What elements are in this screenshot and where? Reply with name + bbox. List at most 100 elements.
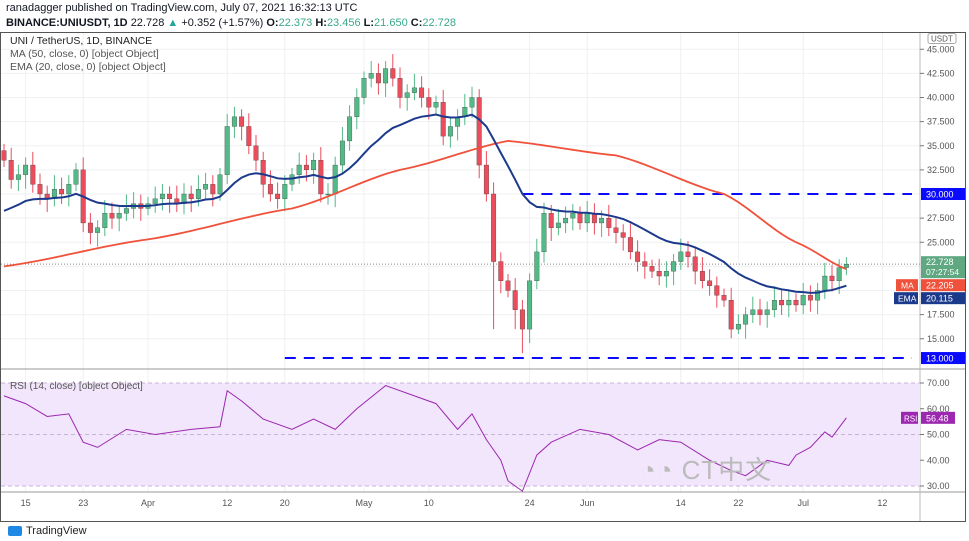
candle-body: [15, 174, 21, 180]
price-tick-label: 37.500: [927, 117, 955, 127]
candle-body: [735, 324, 741, 330]
candle-body: [167, 193, 173, 199]
candle-body: [498, 261, 504, 281]
level-badge: [921, 352, 965, 365]
ema-badge: [894, 292, 918, 305]
rsi-band: [1, 383, 920, 486]
rsi-tick-label: 60.00: [927, 404, 950, 414]
ema-badge-name: EMA: [898, 294, 917, 304]
candle-body: [771, 299, 777, 310]
candle-body: [606, 217, 612, 228]
candle-body: [469, 97, 475, 108]
x-tick-label: 23: [78, 498, 88, 508]
ma50-line: [3, 140, 847, 271]
candle-body: [613, 227, 619, 233]
change: +0.352 (+1.57%): [181, 17, 264, 29]
candle-body: [404, 92, 410, 98]
candle-body: [663, 271, 669, 277]
close-value: 22.728: [422, 17, 457, 29]
high-value: 23.456: [326, 17, 361, 29]
candle-body: [563, 217, 569, 224]
last-price-badge: [921, 256, 965, 279]
low-label: L:: [363, 17, 375, 29]
candle-body: [30, 164, 36, 185]
candle-body: [541, 213, 547, 253]
tradingview-logo-icon: [8, 526, 22, 536]
price-tick-label: 15.000: [927, 334, 955, 344]
candle-body: [347, 116, 353, 142]
last-price: 22.728: [130, 17, 165, 29]
candle-body: [95, 227, 101, 233]
open-label: O:: [266, 17, 279, 29]
open-value: 22.373: [278, 17, 313, 29]
ema-value-label: 20.115: [926, 294, 953, 304]
candle-body: [109, 213, 115, 219]
candle-body: [707, 280, 713, 286]
candle-body: [829, 275, 835, 281]
x-tick-label: 14: [676, 498, 686, 508]
candle-body: [815, 290, 821, 301]
candle-body: [8, 160, 14, 180]
x-tick-label: Jul: [797, 498, 809, 508]
candle-body: [757, 309, 763, 315]
candle-body: [37, 184, 43, 195]
candle-body: [642, 261, 648, 267]
candle-body: [440, 102, 446, 137]
candle-body: [822, 275, 828, 291]
price-tick-label: 25.000: [927, 237, 955, 247]
ma-value-label: 22.205: [926, 281, 954, 291]
candle-body: [239, 116, 245, 127]
candle-body: [426, 97, 432, 108]
level-badge-label: 13.000: [926, 354, 954, 364]
candle-body: [375, 73, 381, 84]
candle-body: [325, 193, 331, 196]
rsi-tick-label: 40.00: [927, 455, 950, 465]
chart-frame: [0, 32, 966, 522]
candle-body: [743, 314, 749, 325]
candle-body: [23, 164, 29, 175]
candle-body: [73, 169, 79, 185]
legend-ema[interactable]: EMA (20, close, 0) [object Object]: [10, 61, 166, 73]
footer[interactable]: TradingView: [8, 525, 87, 537]
low-value: 21.650: [374, 17, 408, 29]
x-tick-label: 24: [525, 498, 535, 508]
x-tick-label: 22: [733, 498, 743, 508]
candle-body: [419, 87, 425, 98]
candle-body: [217, 174, 223, 195]
candle-body: [354, 97, 360, 117]
price-tick-label: 32.500: [927, 165, 955, 175]
ma-value-badge: [921, 279, 965, 292]
candle-body: [519, 309, 525, 330]
rsi-badge-name: RSI: [904, 414, 917, 423]
candle-body: [447, 126, 453, 137]
legend-title: UNI / TetherUS, 1D, BINANCE: [10, 35, 153, 47]
candle-body: [714, 285, 720, 296]
legend-rsi[interactable]: RSI (14, close) [object Object]: [10, 381, 143, 392]
candle-body: [699, 271, 705, 282]
up-triangle-icon: ▲: [167, 17, 179, 29]
candle-body: [483, 164, 489, 195]
close-label: C:: [410, 17, 423, 29]
high-label: H:: [315, 17, 327, 29]
price-tick-label: 42.500: [927, 68, 955, 78]
legend-ma[interactable]: MA (50, close, 0) [object Object]: [10, 48, 159, 60]
x-tick-label: 20: [280, 498, 290, 508]
x-tick-label: 10: [424, 498, 434, 508]
candle-body: [577, 213, 583, 224]
price-tick-label: 35.000: [927, 141, 955, 151]
candle-body: [599, 217, 605, 224]
candle-body: [275, 193, 281, 199]
candle-body: [123, 208, 129, 214]
candle-body: [685, 251, 691, 257]
price-tick-label: 45.000: [927, 44, 955, 54]
candle-body: [368, 73, 374, 79]
rsi-tick-label: 70.00: [927, 378, 950, 388]
publish-info: ranadagger published on TradingView.com,…: [6, 2, 358, 14]
candle-body: [383, 68, 389, 84]
x-tick-label: 15: [21, 498, 31, 508]
x-tick-label: Apr: [141, 498, 155, 508]
candle-body: [548, 213, 554, 228]
candle-body: [246, 126, 252, 146]
currency-badge: [927, 33, 957, 44]
